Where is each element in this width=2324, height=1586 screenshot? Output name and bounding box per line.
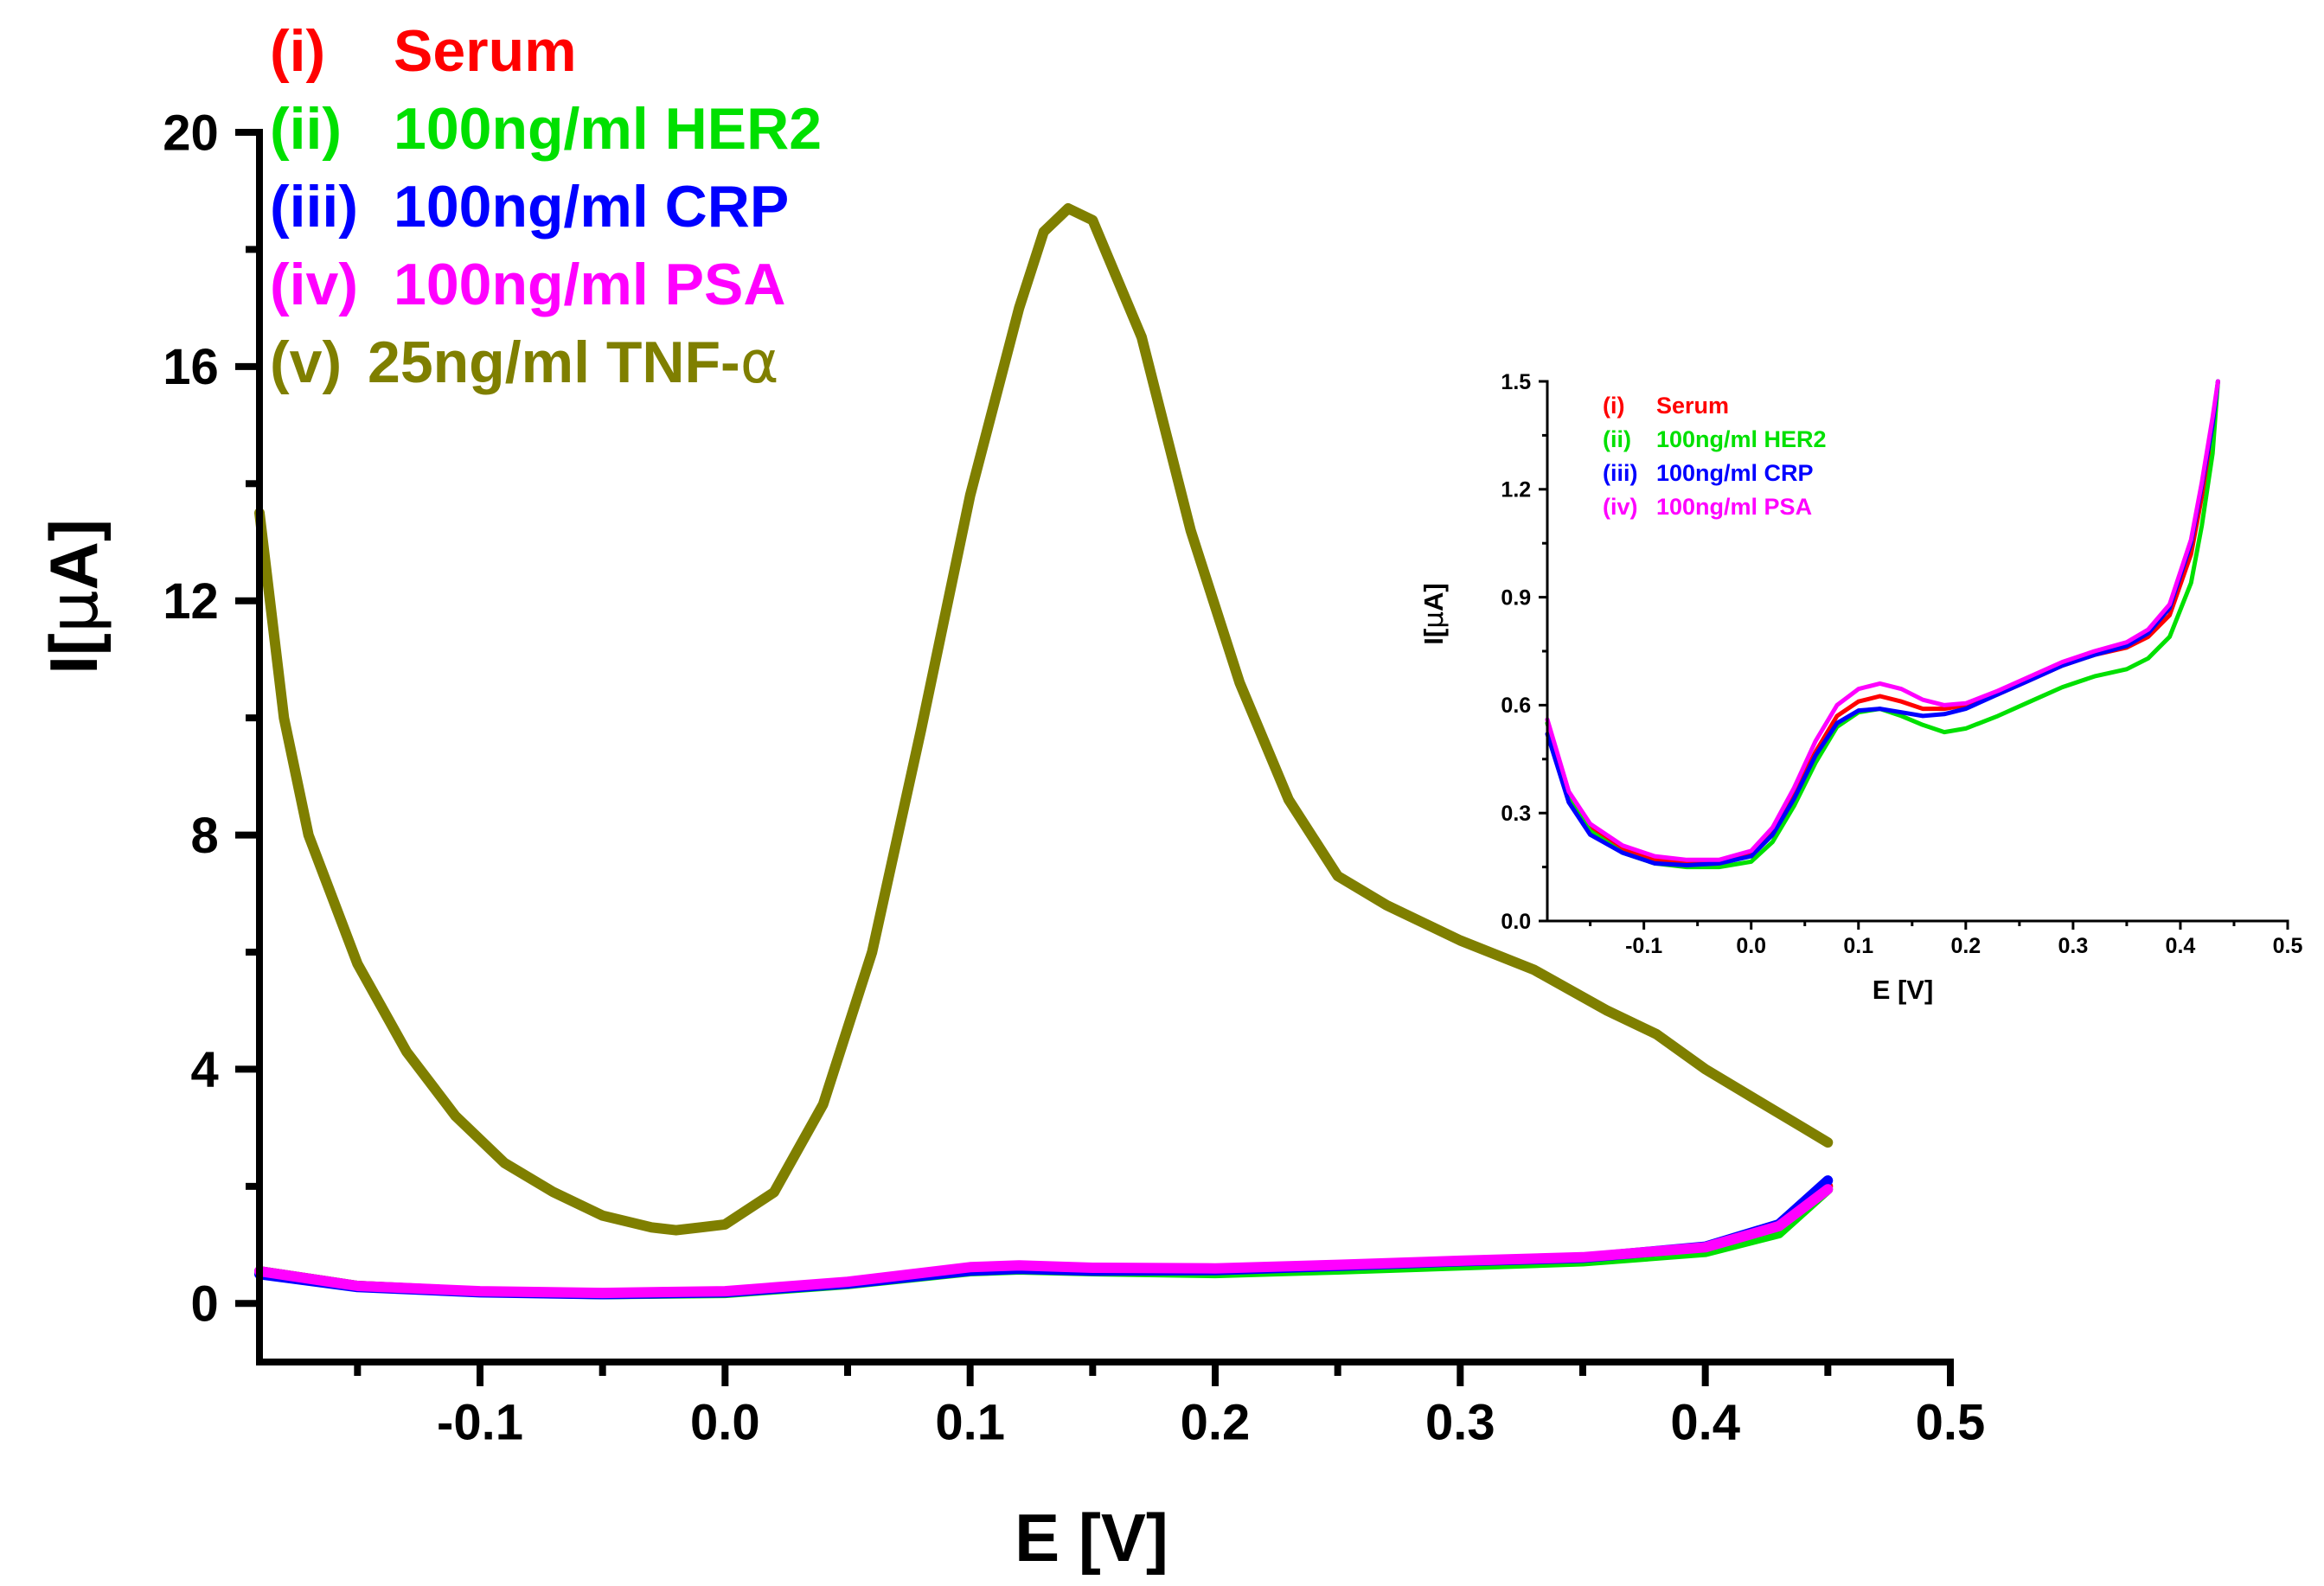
inset-y-tick-label: 0.0 (1501, 910, 1531, 934)
inset-y-label-suffix: A] (1418, 583, 1449, 611)
main-x-tick-label: 0.0 (690, 1395, 760, 1451)
inset-legend: (i) Serum (ii) 100ng/ml HER2 (iii) 100ng/ml C… (1603, 393, 1827, 520)
main-legend-prefix: (iv) (270, 252, 358, 317)
inset-legend-label: 100ng/ml CRP (1656, 460, 1814, 486)
inset-x-tick-label: 0.5 (2273, 934, 2303, 958)
inset-y-tick-label: 0.9 (1501, 585, 1531, 610)
main-x-tick-label: 0.5 (1916, 1395, 1986, 1451)
main-y-tick-label: 20 (163, 105, 219, 161)
main-y-tick-label: 4 (191, 1042, 219, 1098)
inset-y-tick-label: 1.2 (1501, 478, 1531, 502)
inset-x-tick-label: 0.1 (1843, 934, 1873, 958)
main-x-tick-label: -0.1 (437, 1395, 523, 1451)
main-legend-greek: α (740, 329, 779, 397)
inset-chart: -0.1 0.0 0.1 0.2 0.3 0.4 0.5 0.0 0.3 0.6 0.9 1.2 1.5… (1418, 370, 2302, 1005)
inset-series-line-1 (1545, 379, 2220, 866)
main-y-tick-label: 12 (163, 573, 219, 630)
inset-axes: -0.1 0.0 0.1 0.2 0.3 0.4 0.5 0.0 0.3 0.6 0.9 1.2 1.5 (1501, 370, 2302, 958)
inset-legend-prefix: (iv) (1603, 494, 1638, 520)
inset-y-label-prefix: I[ (1418, 629, 1449, 645)
main-axes: -0.1 0.0 0.1 0.2 0.3 0.4 0.5 0 4 8 12 16 20 (163, 105, 1985, 1450)
main-x-tick-label: 0.3 (1425, 1395, 1495, 1451)
inset-series-line-4 (1545, 379, 2220, 862)
inset-x-tick-label: -0.1 (1625, 934, 1662, 958)
inset-x-tick-label: 0.3 (2058, 934, 2089, 958)
main-y-axis-label: I[μA] (35, 519, 113, 675)
main-series-line-5 (254, 203, 1834, 1236)
main-chart: -0.1 0.0 0.1 0.2 0.3 0.4 0.5 0 4 8 12 16 20 (i) Serum… (35, 18, 1985, 1576)
inset-y-tick-label: 0.3 (1501, 802, 1531, 826)
main-legend-label: Serum (394, 18, 577, 84)
inset-legend-prefix: (i) (1603, 393, 1624, 419)
main-y-tick-label: 8 (191, 808, 219, 864)
inset-x-tick-label: 0.4 (2166, 934, 2196, 958)
main-y-label-suffix: A] (35, 519, 112, 590)
inset-legend-prefix: (ii) (1603, 426, 1631, 452)
main-legend-label: 100ng/ml PSA (394, 252, 786, 317)
main-series-line-4 (254, 1184, 1834, 1299)
inset-x-tick-label: 0.2 (1950, 934, 1981, 958)
inset-y-tick-label: 1.5 (1501, 370, 1531, 394)
inset-x-axis-label: E [V] (1873, 975, 1934, 1005)
main-legend-label: 100ng/ml CRP (394, 174, 789, 240)
main-y-tick-label: 16 (163, 339, 219, 395)
inset-legend-prefix: (iii) (1603, 460, 1638, 486)
main-y-label-mu: μ (35, 591, 113, 634)
main-x-axis-label: E [V] (1015, 1500, 1168, 1576)
inset-y-axis-label: I[μA] (1418, 583, 1450, 644)
inset-legend-label: Serum (1656, 393, 1729, 419)
inset-series-line-3 (1545, 379, 2220, 867)
main-legend-prefix: (ii) (270, 96, 342, 162)
main-y-label-prefix: I[ (35, 633, 112, 675)
main-x-tick-label: 0.4 (1670, 1395, 1740, 1451)
main-legend: (i) Serum (ii) 100ng/ml HER2 (iii) 100ng/ml C… (270, 18, 822, 397)
inset-x-tick-label: 0.0 (1736, 934, 1766, 958)
inset-series-group (1545, 379, 2220, 870)
main-x-tick-label: 0.1 (935, 1395, 1005, 1451)
main-legend-prefix: (iii) (270, 174, 358, 240)
inset-y-tick-label: 0.6 (1501, 694, 1531, 718)
main-y-tick-label: 0 (191, 1276, 219, 1333)
inset-legend-label: 100ng/ml HER2 (1656, 426, 1827, 452)
main-legend-prefix: (v) (270, 329, 342, 395)
inset-legend-label: 100ng/ml PSA (1656, 494, 1812, 520)
main-x-tick-label: 0.2 (1181, 1395, 1251, 1451)
main-legend-label: 25ng/ml TNF-α (368, 329, 779, 397)
main-legend-label: 100ng/ml HER2 (394, 96, 822, 162)
main-series-group (254, 203, 1834, 1300)
inset-y-label-mu: μ (1418, 611, 1450, 629)
main-legend-prefix: (i) (270, 18, 325, 84)
